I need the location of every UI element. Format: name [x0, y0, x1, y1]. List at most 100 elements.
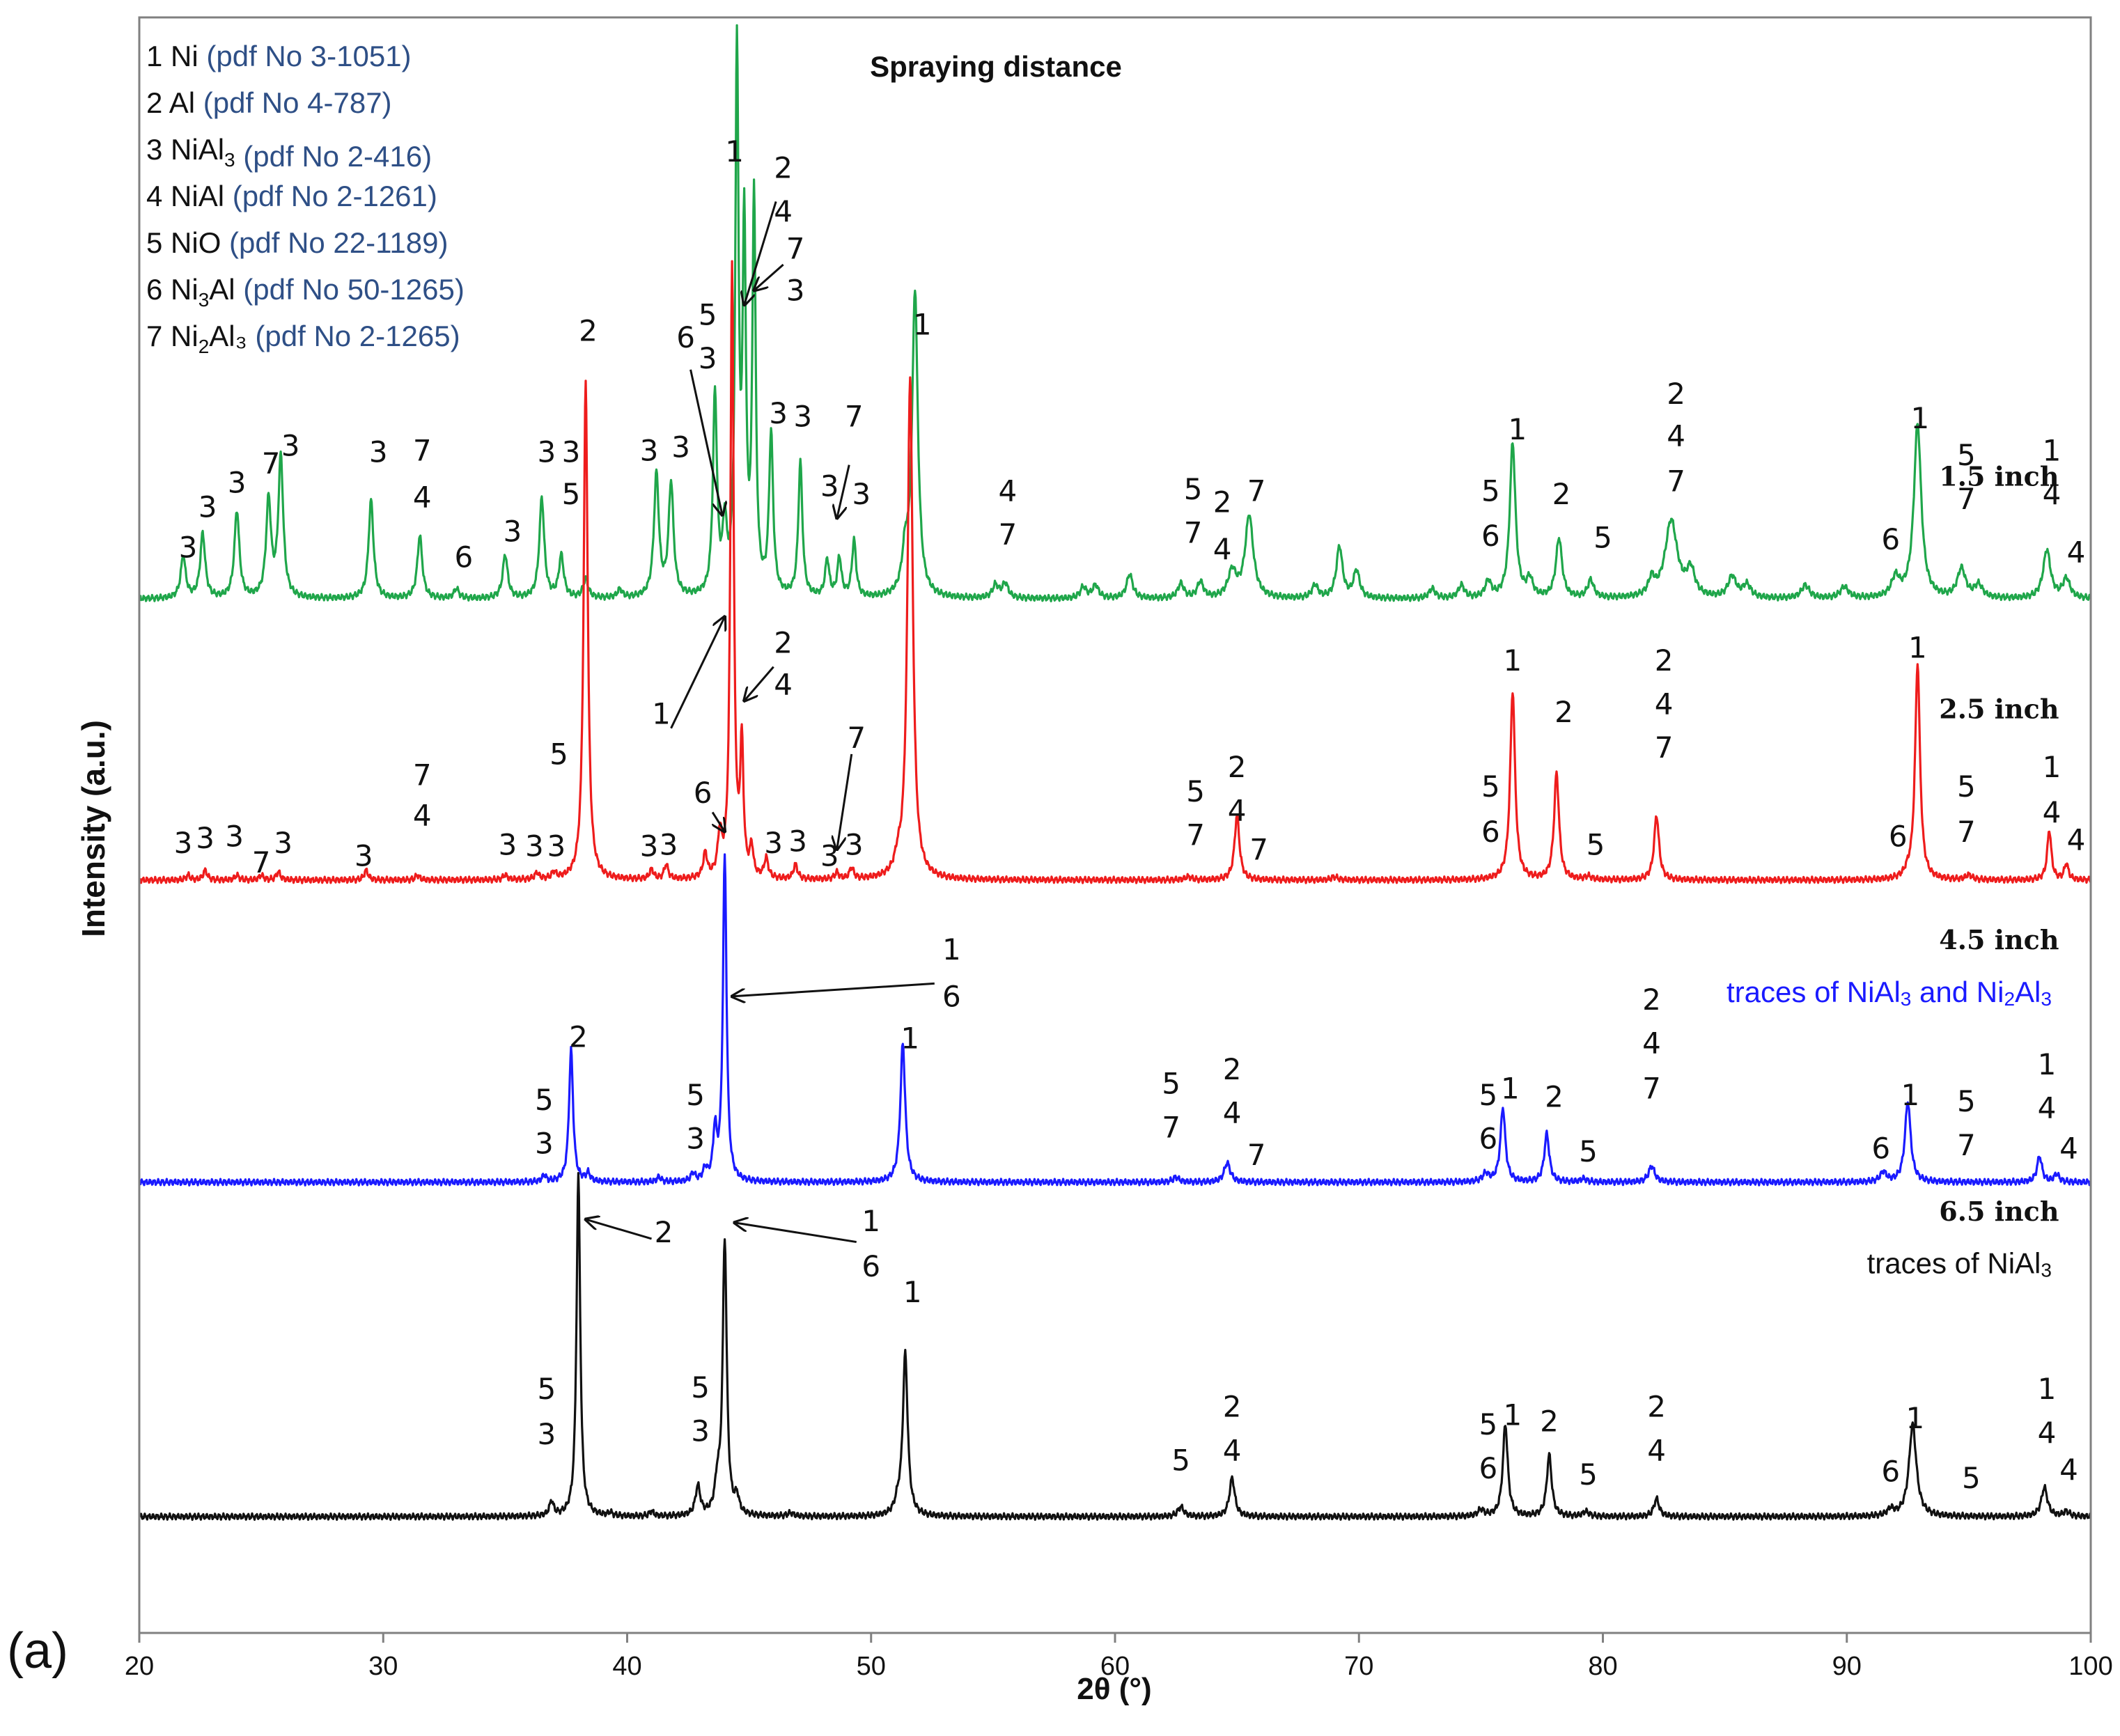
peak-label: 3 [281, 428, 300, 462]
annotation-arrow [745, 201, 777, 304]
peak-label: 4 [1667, 419, 1685, 453]
peak-label: 3 [686, 1122, 705, 1156]
peak-label: 7 [1957, 482, 1976, 516]
peak-label: 6 [1881, 1455, 1900, 1489]
panel-label: (a) [7, 1623, 68, 1679]
x-tick-label: 50 [857, 1652, 886, 1681]
peak-label: 6 [1871, 1132, 1890, 1166]
peak-label: 2 [1642, 983, 1661, 1017]
legend-entry: 3 NiAl3 (pdf No 2-416) [146, 133, 432, 173]
peak-label: 7 [999, 517, 1018, 552]
peak-label: 6 [1889, 820, 1908, 854]
peak-label: 6 [862, 1249, 880, 1283]
peak-label: 5 [1479, 1407, 1498, 1441]
peak-label: 3 [228, 466, 247, 500]
peak-label: 4 [1647, 1433, 1666, 1467]
peak-label: 4 [1642, 1026, 1661, 1061]
peak-label: 4 [1228, 794, 1247, 828]
peak-label: 4 [1655, 687, 1674, 721]
peak-label: 7 [252, 845, 271, 879]
annotation-arrow [837, 753, 853, 850]
peak-label: 7 [413, 433, 432, 467]
peak-label: 7 [1642, 1072, 1661, 1106]
peak-label: 4 [999, 474, 1018, 508]
legend-phase-tail: Al₃ [209, 320, 247, 352]
peak-label: 1 [2043, 750, 2061, 784]
peak-label: 1 [1504, 1398, 1522, 1432]
peak-label: 4 [2043, 477, 2061, 511]
series-line-2-5-inch [138, 260, 2092, 884]
peak-label: 3 [274, 826, 293, 860]
curve-label: 1.5 inch [1939, 460, 2059, 492]
peak-label: 5 [1593, 521, 1612, 555]
traces-note: traces of NiAl3 and Ni2Al3 [1727, 975, 2052, 1009]
traces-note: traces of NiAl3 [1867, 1246, 2052, 1281]
peak-label: 1 [1509, 412, 1527, 446]
peak-label: 5 [699, 297, 717, 331]
peak-label: 5 [1579, 1457, 1598, 1492]
peak-label: 5 [1957, 769, 1976, 804]
peak-label: 7 [845, 400, 864, 434]
peak-label: 5 [1957, 438, 1976, 472]
legend-phase: 2 Al [146, 86, 195, 119]
peak-label: 2 [1228, 750, 1247, 784]
legend-phase: 6 Ni [146, 273, 198, 306]
peak-label: 5 [1587, 827, 1605, 861]
legend-entry: 1 Ni (pdf No 3-1051) [146, 40, 412, 72]
traces-text: Al [2015, 975, 2041, 1008]
legend-entry: 5 NiO (pdf No 22-1189) [146, 226, 448, 259]
peak-label: 7 [1957, 1128, 1976, 1162]
peak-label: 5 [1184, 472, 1203, 506]
peak-label: 3 [535, 1127, 554, 1161]
peak-label: 1 [1910, 401, 1929, 435]
peak-label: 5 [1481, 769, 1500, 804]
peak-label: 3 [562, 435, 581, 469]
annotation-arrow [745, 666, 774, 701]
peak-label: 5 [562, 477, 581, 511]
legend-phase: 4 NiAl [146, 180, 224, 212]
peak-label: 4 [2059, 1453, 2078, 1487]
peak-label: 5 [686, 1078, 705, 1112]
peak-label: 4 [774, 194, 793, 228]
peak-label: 4 [413, 799, 432, 833]
peak-label: 6 [1479, 1122, 1498, 1156]
peak-label: 5 [1481, 474, 1500, 508]
chart-title: Spraying distance [870, 50, 1122, 83]
peak-label: 3 [820, 469, 839, 503]
peak-label: 6 [1481, 519, 1500, 553]
curve-label: 2.5 inch [1939, 693, 2059, 724]
peak-label: 3 [820, 839, 839, 873]
annotation-arrow [670, 617, 725, 729]
annotation-arrow [754, 263, 784, 290]
x-tick-label: 80 [1588, 1652, 1617, 1681]
traces-subscript: 3 [2041, 1259, 2052, 1281]
peak-label: 7 [1162, 1110, 1180, 1144]
peak-label: 3 [538, 435, 556, 469]
peak-label: 4 [2067, 822, 2086, 857]
peak-label: 4 [2038, 1091, 2057, 1125]
legend-phase: 7 Ni [146, 320, 198, 352]
legend: 1 Ni (pdf No 3-1051) 2 Al (pdf No 4-787) 3… [146, 40, 465, 357]
peak-label: 6 [676, 320, 695, 354]
peak-label: 2 [579, 314, 598, 348]
peak-label: 3 [504, 514, 522, 548]
peak-label: 3 [196, 821, 215, 855]
peak-label: 1 [942, 932, 961, 967]
peak-label: 2 [655, 1215, 673, 1249]
series-line-1-5-inch [138, 24, 2092, 602]
peak-label: 1 [652, 696, 671, 730]
peak-label: 7 [1247, 474, 1266, 508]
legend-pdf-reference: (pdf No 22-1189) [221, 226, 448, 259]
peak-label: 2 [1554, 695, 1573, 729]
legend-pdf-reference: (pdf No 4-787) [195, 86, 391, 119]
traces-text: traces of NiAl [1727, 975, 1901, 1008]
peak-label: 1 [1905, 1401, 1924, 1435]
legend-pdf-reference: (pdf No 3-1051) [198, 40, 412, 72]
peak-label: 3 [225, 820, 244, 854]
peak-label: 3 [788, 824, 807, 859]
legend-phase: 5 NiO [146, 226, 221, 259]
x-tick-label: 70 [1344, 1652, 1373, 1681]
legend-subscript: 3 [198, 289, 210, 311]
